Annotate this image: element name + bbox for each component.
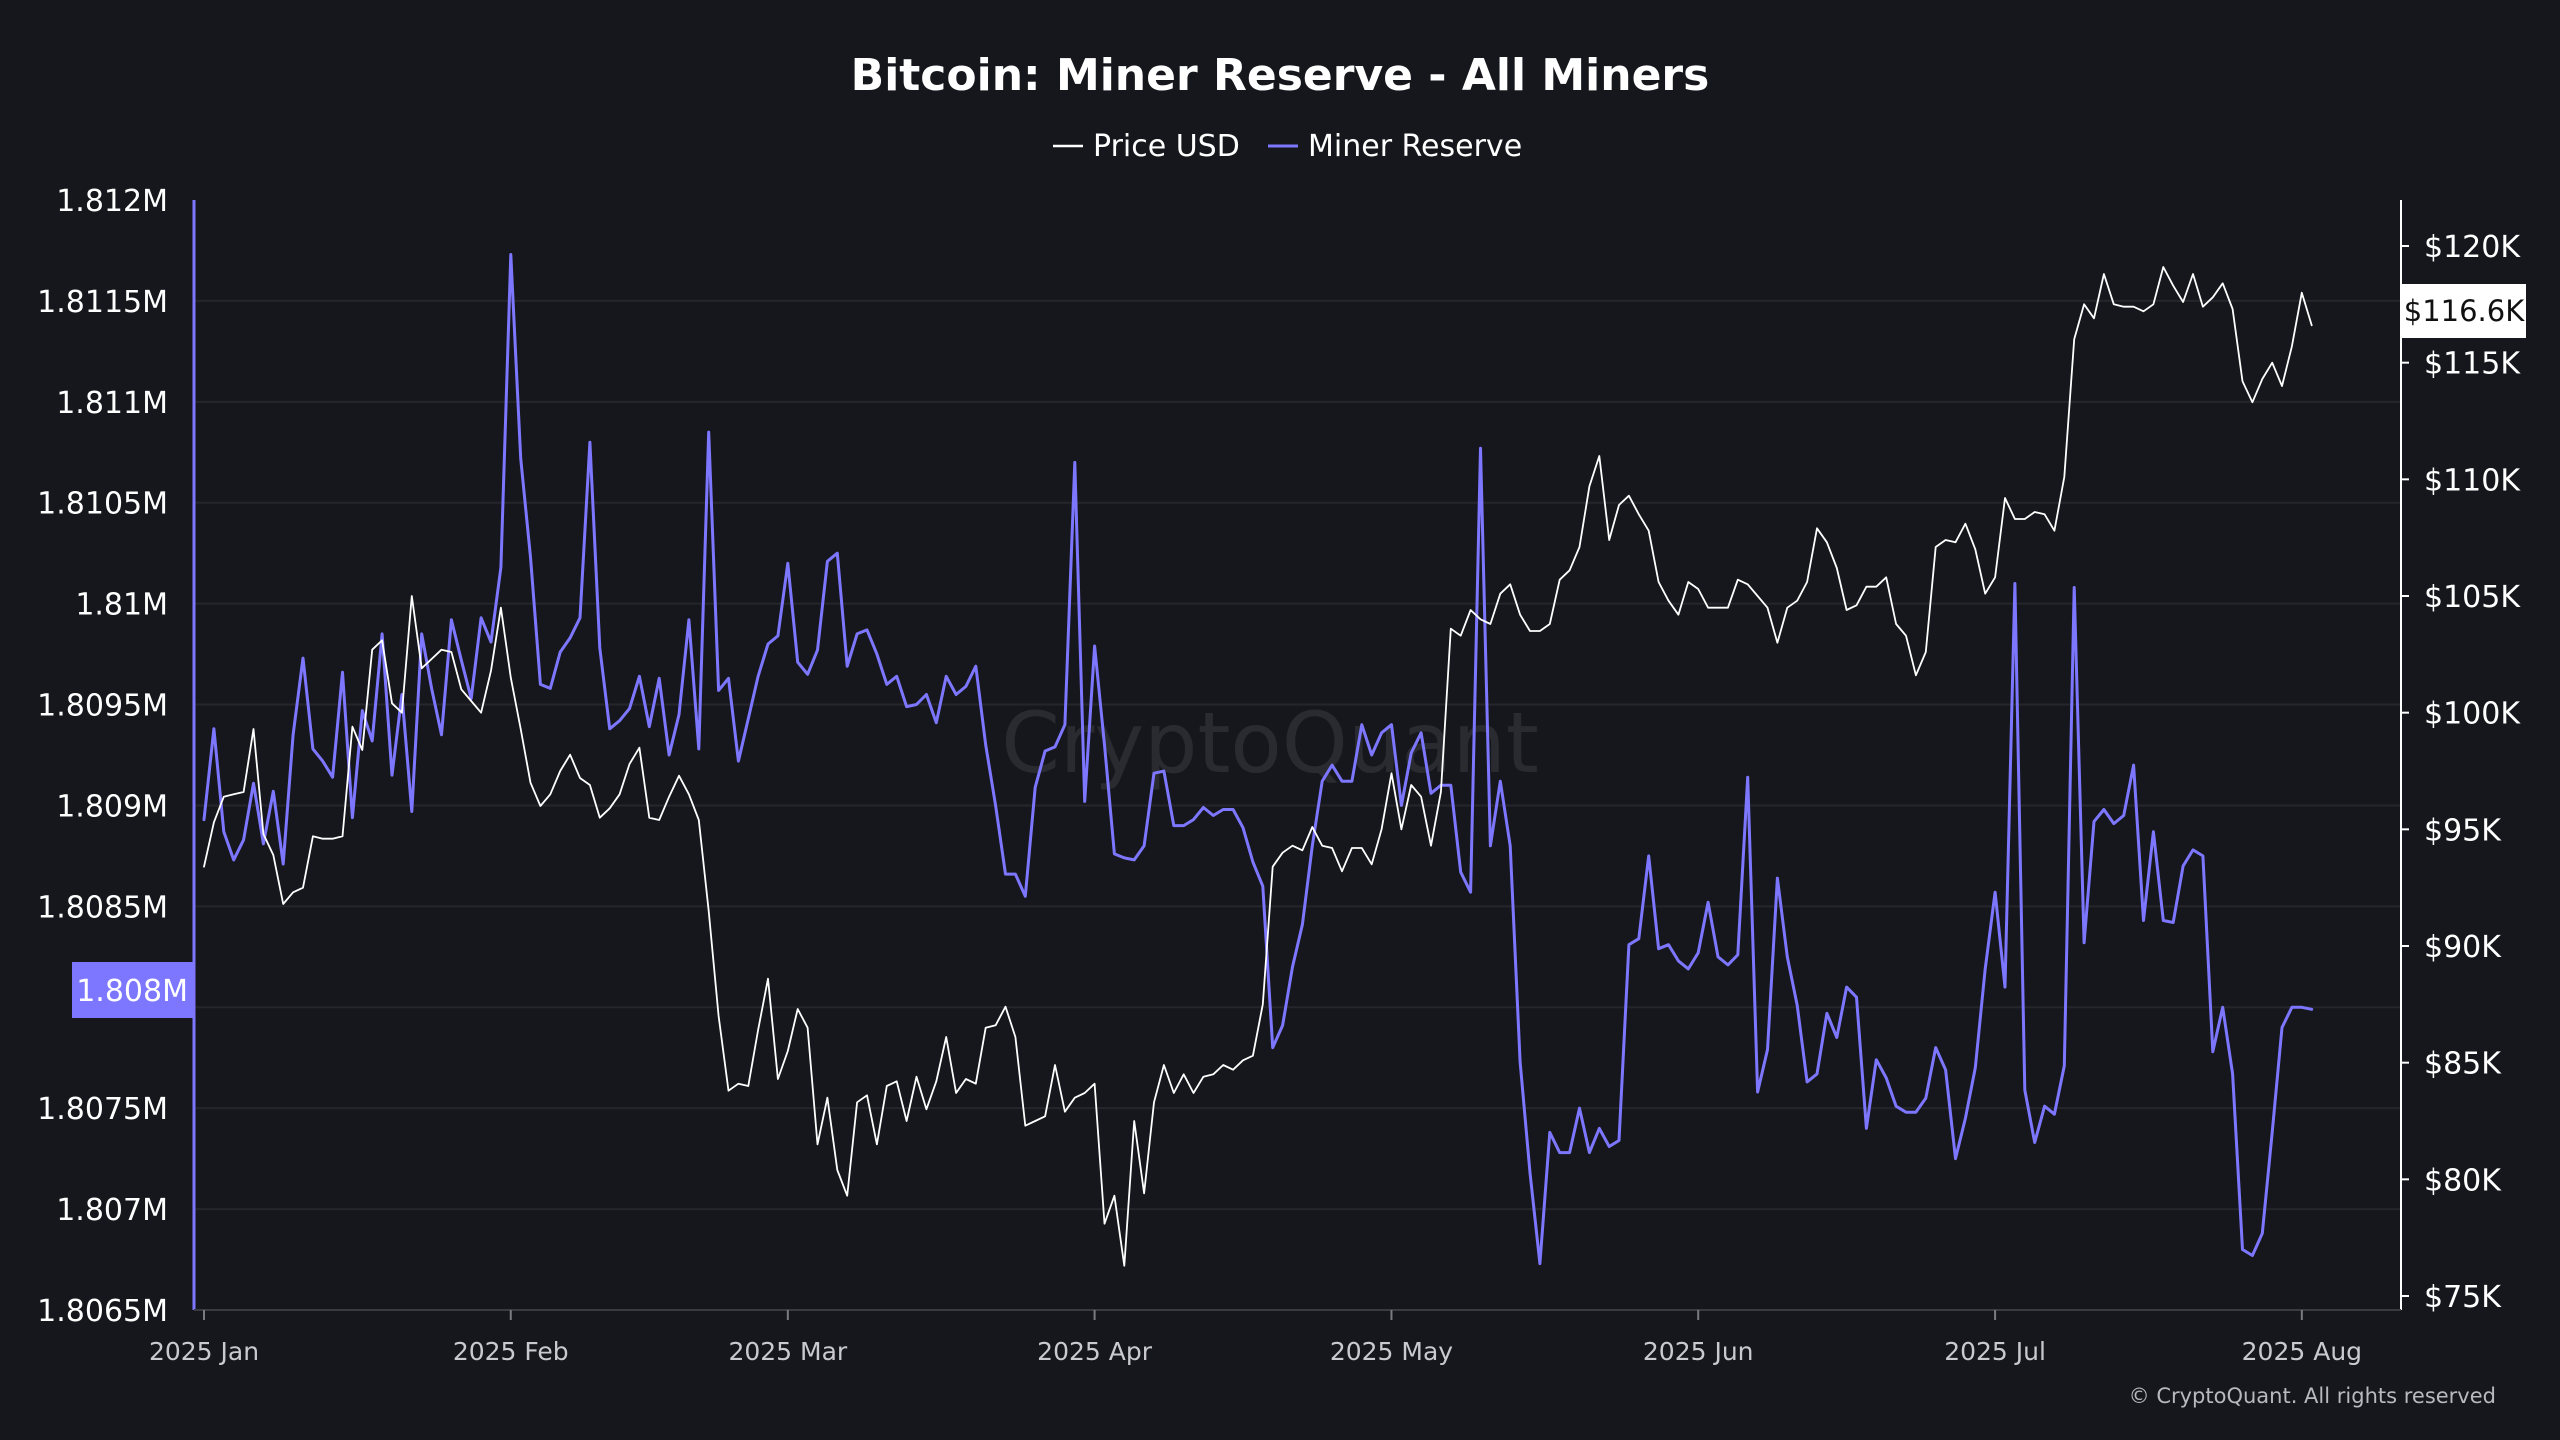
x-axis-ticks: 2025 Jan 2025 Feb 2025 Mar 2025 Apr 2025 May…	[149, 1310, 2362, 1366]
left-tick-label: 1.8105M	[37, 487, 168, 522]
right-tick-label: $105K	[2424, 580, 2521, 615]
current-price-value: $116.6K	[2404, 294, 2525, 328]
right-tick-label: $110K	[2424, 463, 2521, 498]
legend-label-miner-reserve[interactable]: Miner Reserve	[1308, 129, 1522, 164]
right-tick-label: $90K	[2424, 930, 2502, 965]
current-miner-reserve-badge: 1.808M	[72, 962, 194, 1018]
right-tick-label: $75K	[2424, 1280, 2502, 1315]
x-tick-label: 2025 Apr	[1037, 1337, 1153, 1366]
x-tick-label: 2025 May	[1330, 1337, 1453, 1366]
right-tick-label: $95K	[2424, 813, 2502, 848]
left-tick-label: 1.8115M	[37, 285, 168, 320]
left-tick-label: 1.8085M	[37, 890, 168, 925]
left-tick-label: 1.807M	[56, 1193, 168, 1228]
x-tick-label: 2025 Mar	[728, 1337, 847, 1366]
series-layer	[202, 253, 2314, 1267]
gridlines	[194, 299, 2401, 1211]
right-tick-label: $100K	[2424, 697, 2521, 732]
left-tick-label: 1.811M	[56, 386, 168, 421]
x-tick-label: 2025 Jun	[1643, 1337, 1754, 1366]
left-tick-label: 1.812M	[56, 184, 168, 219]
right-tick-label: $85K	[2424, 1047, 2502, 1082]
left-tick-label: 1.809M	[56, 789, 168, 824]
series-line-price-usd	[203, 266, 2313, 1267]
x-tick-label: 2025 Feb	[453, 1337, 569, 1366]
x-tick-label: 2025 Jul	[1944, 1337, 2046, 1366]
right-tick-label: $120K	[2424, 230, 2521, 265]
right-tick-label: $115K	[2424, 347, 2521, 382]
left-tick-label: 1.8065M	[37, 1294, 168, 1329]
current-price-badge: $116.6K	[2402, 284, 2526, 338]
right-axis-ticks: $120K $115K $110K $105K $100K $95K $90K $85K $80…	[2401, 230, 2521, 1315]
chart-title: Bitcoin: Miner Reserve - All Miners	[851, 50, 1710, 101]
series-line-miner-reserve	[202, 253, 2314, 1266]
left-tick-label: 1.81M	[75, 588, 168, 623]
left-tick-label: 1.8075M	[37, 1092, 168, 1127]
x-tick-label: 2025 Jan	[149, 1337, 259, 1366]
x-tick-label: 2025 Aug	[2242, 1337, 2362, 1366]
legend-label-price[interactable]: Price USD	[1093, 129, 1240, 164]
current-price-badge-bg	[2402, 284, 2526, 338]
current-miner-reserve-badge-bg	[72, 962, 194, 1018]
current-miner-reserve-value: 1.808M	[76, 974, 188, 1009]
legend[interactable]: Price USD Miner Reserve	[1053, 129, 1522, 164]
right-tick-label: $80K	[2424, 1163, 2502, 1198]
left-axis-ticks: 1.812M 1.8115M 1.811M 1.8105M 1.81M 1.8095M 1.…	[37, 184, 168, 1329]
copyright: © CryptoQuant. All rights reserved	[2129, 1384, 2496, 1408]
left-tick-label: 1.8095M	[37, 689, 168, 724]
